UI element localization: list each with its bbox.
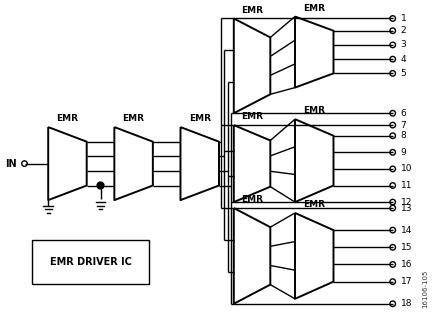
- Text: 14: 14: [400, 226, 411, 235]
- Text: 10: 10: [400, 165, 411, 173]
- Text: EMR DRIVER IC: EMR DRIVER IC: [49, 257, 132, 267]
- Text: EMR: EMR: [240, 112, 263, 121]
- Text: EMR: EMR: [240, 5, 263, 15]
- Text: 5: 5: [400, 69, 405, 78]
- Text: 13: 13: [400, 204, 411, 212]
- Text: 7: 7: [400, 120, 405, 130]
- Text: EMR: EMR: [56, 114, 78, 123]
- Text: 11: 11: [400, 181, 411, 190]
- Text: 3: 3: [400, 41, 405, 49]
- Text: EMR: EMR: [122, 114, 144, 123]
- Circle shape: [97, 182, 104, 189]
- Text: EMR: EMR: [188, 114, 210, 123]
- Text: 2: 2: [400, 26, 405, 35]
- Text: 17: 17: [400, 277, 411, 286]
- Text: 4: 4: [400, 55, 405, 64]
- Text: EMR: EMR: [302, 200, 325, 209]
- Text: 6: 6: [400, 109, 405, 118]
- Text: 15: 15: [400, 243, 411, 252]
- Text: 18: 18: [400, 299, 411, 308]
- Text: EMR: EMR: [302, 106, 325, 115]
- Text: 16: 16: [400, 260, 411, 269]
- Text: EMR: EMR: [240, 195, 263, 204]
- Text: 16106-105: 16106-105: [421, 269, 427, 308]
- Text: EMR: EMR: [302, 3, 325, 13]
- Text: 12: 12: [400, 197, 411, 207]
- Text: 8: 8: [400, 131, 405, 140]
- Text: IN: IN: [5, 158, 16, 169]
- Text: 9: 9: [400, 148, 405, 157]
- Text: 1: 1: [400, 14, 405, 23]
